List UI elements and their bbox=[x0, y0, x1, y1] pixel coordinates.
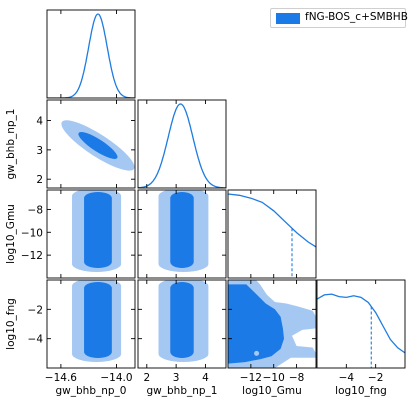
y-tick-label: −8 bbox=[28, 204, 43, 216]
panel-frame bbox=[46, 189, 136, 279]
panel-frame bbox=[46, 99, 136, 189]
y-tick-label: −10 bbox=[21, 227, 43, 239]
marginal-group bbox=[138, 103, 226, 188]
panel-frame bbox=[137, 189, 227, 279]
marginal-curve bbox=[47, 13, 135, 98]
legend: fNG-BOS_c+SMBHB bbox=[270, 8, 408, 28]
inner-credible-region bbox=[170, 282, 194, 358]
x-tick-label: −10 bbox=[263, 372, 285, 384]
panel-frame bbox=[46, 279, 136, 369]
marginal-curve bbox=[228, 193, 316, 248]
inner-credible-region bbox=[228, 284, 284, 364]
marginal-curve bbox=[138, 103, 226, 188]
inner-credible-region bbox=[84, 282, 112, 358]
y-axis-label: log10_fng bbox=[5, 298, 17, 350]
panel-frame bbox=[137, 99, 227, 189]
panel-frame bbox=[46, 9, 136, 99]
panel-frame bbox=[137, 279, 227, 369]
y-tick-label: 3 bbox=[36, 145, 43, 157]
contour-group bbox=[61, 120, 135, 171]
contour-island bbox=[254, 350, 260, 356]
x-axis-label: log10_Gmu bbox=[242, 385, 302, 397]
y-tick-label: 2 bbox=[36, 174, 43, 186]
inner-credible-region bbox=[78, 131, 118, 159]
x-axis-label: gw_bhb_np_1 bbox=[147, 385, 218, 397]
x-tick-label: −14.0 bbox=[100, 372, 132, 384]
y-tick-label: −2 bbox=[28, 304, 43, 316]
contour-group bbox=[158, 190, 209, 272]
x-tick-label: −12 bbox=[240, 372, 262, 384]
x-tick-label: −2 bbox=[368, 372, 383, 384]
legend-swatch bbox=[276, 13, 300, 24]
x-tick-label: −14.6 bbox=[45, 372, 77, 384]
contour-group bbox=[72, 190, 122, 272]
x-tick-label: −4 bbox=[339, 372, 355, 384]
y-axis-label: log10_Gmu bbox=[5, 204, 17, 264]
panel-frame bbox=[316, 279, 406, 369]
y-tick-label: −12 bbox=[21, 250, 43, 262]
marginal-group bbox=[47, 13, 135, 98]
x-axis-label: gw_bhb_np_0 bbox=[56, 385, 127, 397]
x-tick-label: −8 bbox=[289, 372, 304, 384]
contour-group bbox=[72, 280, 122, 362]
inner-credible-region bbox=[84, 192, 112, 268]
y-axis-label: gw_bhb_np_1 bbox=[5, 109, 17, 180]
x-tick-label: 2 bbox=[143, 372, 150, 384]
x-axis-label: log10_fng bbox=[335, 385, 387, 397]
x-tick-label: 4 bbox=[202, 372, 209, 384]
y-tick-label: −4 bbox=[28, 334, 44, 346]
panel-frame bbox=[227, 189, 317, 279]
legend-label: fNG-BOS_c+SMBHB bbox=[305, 11, 408, 23]
marginal-group bbox=[228, 193, 316, 278]
y-tick-label: 4 bbox=[36, 116, 43, 128]
inner-credible-region bbox=[170, 192, 194, 268]
x-tick-label: 3 bbox=[173, 372, 180, 384]
contour-group bbox=[158, 280, 209, 362]
marginal-group bbox=[317, 293, 405, 368]
panel-frame bbox=[227, 279, 317, 369]
marginal-curve bbox=[317, 293, 405, 354]
contour-group bbox=[228, 280, 316, 368]
